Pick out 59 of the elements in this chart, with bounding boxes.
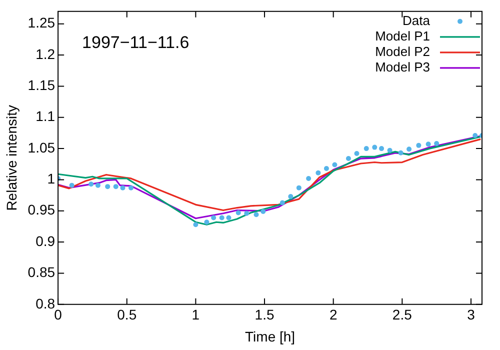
point: [316, 170, 321, 176]
point: [398, 150, 404, 156]
y-axis-title: Relative intensity: [3, 104, 20, 211]
x-axis-title: Time [h]: [245, 328, 296, 344]
y-tick-label: 1.1: [36, 108, 56, 124]
y-tick-label: 0.8: [36, 295, 56, 312]
legend-label: Model P1: [375, 28, 430, 44]
y-tick-label: 1.25: [28, 14, 56, 31]
point: [306, 176, 312, 181]
point: [236, 210, 241, 216]
point: [296, 185, 302, 190]
point: [219, 215, 224, 220]
x-tick-label: 3: [467, 306, 476, 323]
point: [434, 141, 440, 146]
point: [364, 146, 369, 152]
point: [69, 182, 74, 188]
point: [387, 148, 392, 153]
point: [426, 142, 431, 147]
point: [113, 184, 118, 190]
x-tick-label: 2: [329, 306, 338, 323]
y-tick-label: 0.95: [28, 202, 56, 218]
point: [105, 184, 110, 190]
point: [260, 209, 266, 214]
point: [288, 194, 294, 200]
x-tick-label: 2.5: [392, 306, 412, 323]
point: [379, 146, 384, 152]
legend-label: Data: [402, 12, 431, 28]
point: [95, 182, 100, 188]
point: [372, 144, 378, 150]
x-tick-label: 1: [192, 306, 200, 323]
point: [332, 162, 338, 168]
x-tick-label: 0.5: [117, 306, 137, 323]
point: [280, 200, 285, 206]
point: [346, 156, 351, 162]
point: [193, 222, 198, 228]
point: [324, 166, 329, 171]
y-tick-label: 1: [47, 170, 56, 187]
point: [120, 185, 126, 190]
y-tick-label: 0.85: [28, 264, 56, 280]
point: [354, 151, 360, 156]
legend-label: Model P3: [375, 59, 430, 74]
y-tick-label: 0.9: [36, 232, 56, 249]
point: [472, 132, 478, 138]
point: [211, 215, 216, 220]
point: [226, 215, 232, 220]
legend-label: Model P2: [375, 44, 430, 59]
point: [204, 220, 210, 225]
x-tick-label: 0: [54, 306, 62, 323]
point: [254, 212, 259, 218]
point: [244, 210, 250, 216]
x-tick-label: 1.5: [254, 306, 274, 323]
y-tick-label: 1.2: [36, 46, 56, 62]
annotation: 1997−11−11.6: [82, 33, 190, 52]
y-tick-label: 1.15: [28, 77, 56, 94]
point: [88, 182, 94, 187]
point: [416, 142, 422, 148]
y-tick-label: 1.05: [28, 139, 56, 156]
point: [128, 185, 134, 190]
point: [406, 146, 412, 152]
